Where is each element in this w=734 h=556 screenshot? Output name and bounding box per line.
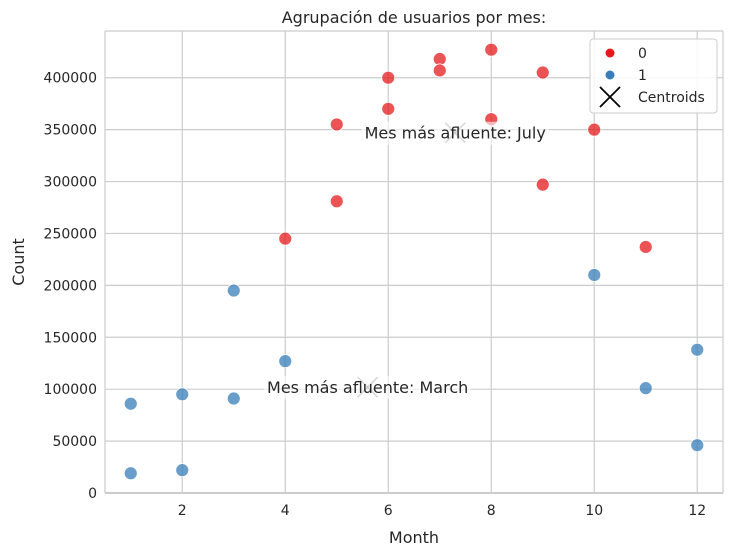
annotation-background [361, 121, 549, 145]
data-point-cluster-0 [535, 65, 550, 80]
centroid-annotation: Mes más afluente: July [365, 124, 546, 143]
data-point-cluster-1 [690, 438, 705, 453]
data-point-cluster-1 [123, 396, 138, 411]
data-point-cluster-1 [175, 387, 190, 402]
annotations: Mes más afluente: July Mes más afluente: … [264, 121, 549, 400]
chart-title: Agrupación de usuarios por mes: [282, 8, 547, 27]
y-tick-label: 0 [88, 486, 97, 502]
x-tick-label: 12 [688, 503, 706, 519]
y-tick-label: 50000 [52, 434, 97, 450]
data-point-cluster-1 [278, 354, 293, 369]
y-tick-label: 200000 [44, 278, 97, 294]
legend-marker-cluster-1 [605, 70, 615, 80]
data-point-cluster-1 [123, 466, 138, 481]
data-point-cluster-1 [638, 381, 653, 396]
data-point-cluster-1 [226, 391, 241, 406]
data-point-cluster-1 [690, 342, 705, 357]
legend-box [589, 38, 718, 114]
x-tick-label: 8 [487, 503, 496, 519]
legend-label: Centroids [638, 90, 705, 106]
legend-marker-cluster-0 [605, 48, 615, 58]
legend-marker-centroids [599, 86, 621, 108]
data-point-cluster-0 [638, 240, 653, 254]
y-tick-label: 250000 [44, 226, 97, 242]
x-tick-label: 6 [384, 503, 393, 519]
x-axis-title: Month [389, 528, 439, 547]
data-points [123, 42, 705, 481]
data-point-cluster-1 [226, 283, 241, 298]
legend-label: 0 [638, 46, 647, 62]
y-tick-label: 400000 [44, 71, 97, 87]
y-axis-title: Count [9, 238, 28, 286]
data-point-cluster-0 [329, 117, 344, 132]
data-point-cluster-0 [432, 63, 447, 78]
data-point-cluster-0 [278, 231, 293, 246]
data-point-cluster-0 [484, 42, 499, 57]
annotation-background [264, 376, 472, 400]
x-tick-label: 10 [585, 503, 603, 519]
data-point-cluster-1 [175, 463, 190, 478]
y-tick-label: 100000 [44, 382, 97, 398]
legend: 0 1 Centroids [589, 38, 718, 114]
data-point-cluster-0 [381, 101, 396, 116]
x-tick-label: 2 [178, 503, 187, 519]
x-tick-label: 4 [281, 503, 290, 519]
data-point-cluster-0 [587, 122, 602, 137]
axes: 2 4 6 8 10 1205000010000015000020000025000030… [44, 30, 724, 519]
data-point-cluster-0 [329, 194, 344, 209]
y-tick-label: 350000 [44, 123, 97, 139]
y-tick-label: 150000 [44, 330, 97, 346]
data-point-cluster-1 [587, 268, 602, 282]
y-tick-label: 300000 [44, 175, 97, 191]
data-point-cluster-0 [381, 70, 396, 85]
legend-label: 1 [638, 68, 647, 84]
data-point-cluster-0 [535, 177, 550, 192]
centroid-annotation: Mes más afluente: March [267, 378, 468, 397]
